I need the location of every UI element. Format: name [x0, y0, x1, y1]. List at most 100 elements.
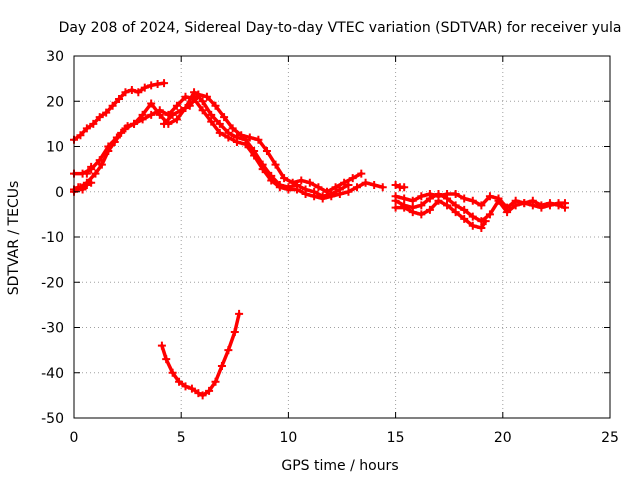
data-point: [340, 178, 349, 187]
data-point: [520, 199, 529, 208]
y-tick-label: -40: [41, 366, 64, 382]
y-tick-label: -20: [41, 275, 64, 291]
data-point: [545, 199, 554, 208]
data-point: [202, 92, 211, 101]
chart-title: Day 208 of 2024, Sidereal Day-to-day VTE…: [59, 20, 622, 36]
data-point: [408, 196, 417, 205]
data-point: [127, 85, 136, 94]
data-point: [348, 174, 357, 183]
data-point: [250, 147, 259, 156]
data-point: [322, 187, 331, 196]
data-point: [138, 110, 147, 119]
data-point: [147, 110, 156, 119]
data-point: [400, 203, 409, 212]
data-point: [468, 212, 477, 221]
x-tick-label: 15: [387, 430, 405, 446]
series-arc-late-b: [391, 190, 569, 212]
data-point: [140, 83, 149, 92]
data-point: [331, 183, 340, 192]
data-point: [460, 214, 469, 223]
data-point: [108, 101, 117, 110]
data-point: [87, 178, 96, 187]
data-point: [82, 169, 91, 178]
data-point: [443, 190, 452, 199]
data-point: [232, 133, 241, 142]
data-point: [254, 135, 263, 144]
data-point: [172, 101, 181, 110]
series-arc-late-c: [391, 196, 490, 232]
data-point: [357, 169, 366, 178]
data-point: [205, 386, 214, 395]
data-point: [104, 142, 113, 151]
data-point: [207, 117, 216, 126]
data-point: [198, 106, 207, 115]
data-point: [235, 309, 244, 318]
data-point: [157, 341, 166, 350]
series-arc-upper: [70, 79, 169, 144]
data-point: [511, 196, 520, 205]
series-arc-main-c: [160, 90, 366, 196]
axis-ticks: 0 5 10 15 20 25 -50 -40 -30 -20 -10 0 10 20 30: [41, 49, 619, 446]
series-arc-main-b: [70, 88, 353, 201]
data-point: [460, 205, 469, 214]
x-tick-label: 0: [70, 430, 79, 446]
data-point: [215, 128, 224, 137]
y-tick-label: -30: [41, 321, 64, 337]
data-point: [275, 180, 284, 189]
data-point: [198, 391, 207, 400]
y-tick-label: -10: [41, 230, 64, 246]
data-point: [228, 124, 237, 133]
data-point: [477, 223, 486, 232]
data-point: [284, 183, 293, 192]
data-point: [443, 201, 452, 210]
data-point: [102, 108, 111, 117]
data-point: [97, 160, 106, 169]
data-point: [224, 346, 233, 355]
series-arc-negative: [157, 309, 244, 400]
data-point: [95, 156, 104, 165]
data-point: [280, 174, 289, 183]
data-point: [391, 180, 400, 189]
data-series-group: [70, 79, 569, 400]
data-point: [95, 113, 104, 122]
data-point: [112, 133, 121, 142]
data-point: [344, 187, 353, 196]
series-line: [162, 92, 364, 194]
data-point: [211, 101, 220, 110]
x-tick-label: 25: [601, 430, 619, 446]
data-point: [271, 160, 280, 169]
data-point: [481, 217, 490, 226]
data-point: [237, 131, 246, 140]
data-point: [78, 185, 87, 194]
data-point: [288, 178, 297, 187]
y-tick-label: 0: [55, 185, 64, 201]
data-point: [425, 205, 434, 214]
y-tick-label: 20: [46, 94, 64, 110]
data-point: [168, 110, 177, 119]
data-point: [528, 196, 537, 205]
x-tick-label: 10: [279, 430, 297, 446]
data-point: [207, 110, 216, 119]
data-point: [89, 119, 98, 128]
data-point: [485, 210, 494, 219]
data-point: [76, 131, 85, 140]
series-arc-small-1: [391, 180, 409, 192]
data-point: [187, 384, 196, 393]
data-point: [485, 192, 494, 201]
data-point: [451, 208, 460, 217]
data-point: [417, 210, 426, 219]
y-tick-label: -50: [41, 411, 64, 427]
data-point: [361, 178, 370, 187]
data-point: [262, 147, 271, 156]
data-point: [391, 192, 400, 201]
data-point: [297, 176, 306, 185]
data-point: [194, 389, 203, 398]
data-point: [87, 162, 96, 171]
data-point: [301, 185, 310, 194]
data-point: [217, 361, 226, 370]
data-point: [477, 201, 486, 210]
data-point: [220, 113, 229, 122]
data-point: [121, 124, 130, 133]
data-point: [305, 178, 314, 187]
data-point: [494, 194, 503, 203]
